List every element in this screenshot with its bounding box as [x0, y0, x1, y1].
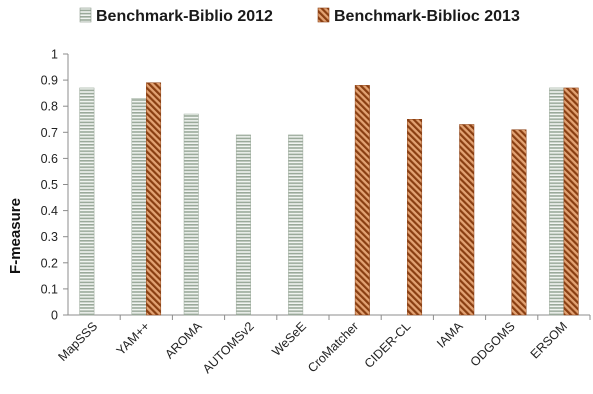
y-tick-label: 1 — [51, 48, 58, 62]
x-tick-label: YAM++ — [114, 319, 153, 358]
y-tick-label: 0.1 — [41, 282, 58, 296]
x-tick-label: AROMA — [162, 319, 205, 362]
legend-item-series-1: Benchmark-Biblio 2012 — [79, 7, 273, 25]
bars — [79, 82, 579, 316]
y-tick-label: 0 — [51, 309, 58, 323]
y-tick-label: 0.8 — [41, 100, 58, 114]
legend-item-series-2: Benchmark-Biblioc 2013 — [317, 7, 520, 25]
x-tick-label: MapSSS — [55, 319, 100, 364]
bar-wesee-series-1 — [288, 134, 304, 316]
y-tick-label: 0.6 — [41, 152, 58, 166]
y-tick-label: 0.5 — [41, 178, 58, 192]
y-tick-label: 0.4 — [41, 204, 58, 218]
bar-cider-cl-series-2 — [407, 119, 423, 316]
y-tick-label: 0.7 — [41, 126, 58, 140]
bar-odgoms-series-2 — [511, 129, 527, 316]
bar-automsv2-series-1 — [235, 134, 251, 316]
x-tick-label: WeSeE — [269, 319, 309, 359]
legend-label-series-1: Benchmark-Biblio 2012 — [96, 8, 273, 25]
x-tick-label: AUTOMSv2 — [200, 319, 257, 376]
x-tick-label: CroMatcher — [305, 319, 361, 375]
legend-label-series-2: Benchmark-Biblioc 2013 — [334, 8, 520, 25]
bar-aroma-series-1 — [183, 113, 199, 316]
x-tick-label: ODGOMS — [468, 319, 518, 369]
bar-yam--series-1 — [131, 98, 147, 316]
y-tick-label: 0.9 — [41, 74, 58, 88]
legend-swatch-series-1 — [79, 7, 92, 23]
x-tick-label: CIDER-CL — [362, 319, 414, 371]
bar-ersom-series-2 — [563, 87, 579, 316]
legend-swatch-series-2 — [317, 7, 330, 23]
legend: Benchmark-Biblio 2012 Benchmark-Biblioc … — [79, 7, 520, 25]
bar-yam--series-2 — [146, 82, 162, 316]
x-tick-label: ERSOM — [528, 319, 570, 361]
y-tick-label: 0.3 — [41, 230, 58, 244]
bar-ersom-series-1 — [549, 87, 565, 316]
x-tick-label: IAMA — [434, 319, 466, 351]
bar-cromatcher-series-2 — [354, 85, 370, 316]
y-axis: 0 0.1 0.2 0.3 0.4 0.5 0.6 0.7 0.8 0.9 1 — [41, 48, 68, 323]
bar-mapsss-series-1 — [79, 87, 95, 316]
bar-iama-series-2 — [459, 124, 475, 316]
y-tick-label: 0.2 — [41, 256, 58, 270]
y-axis-label: F-measure — [7, 198, 24, 274]
